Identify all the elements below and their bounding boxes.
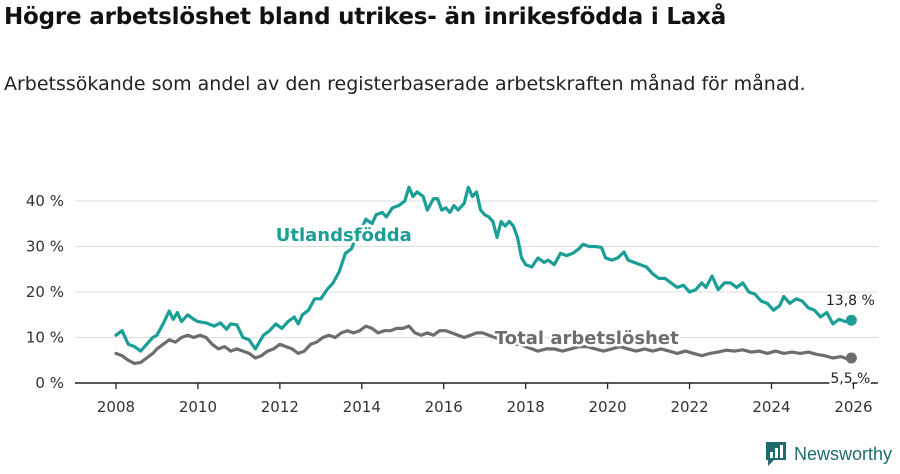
x-tick-label: 2018	[507, 398, 545, 416]
chart-title: Högre arbetslöshet bland utrikes- än inr…	[4, 4, 727, 30]
y-tick-label: 0 %	[35, 374, 64, 392]
series-label-utlandsfodda: Utlandsfödda	[276, 225, 412, 246]
end-label-total: 5,5 %	[830, 371, 870, 387]
x-tick-label: 2016	[425, 398, 463, 416]
chart-subtitle: Arbetssökande som andel av den registerb…	[4, 73, 806, 95]
x-tick-label: 2026	[834, 398, 872, 416]
series-label-total: Total arbetslöshet	[495, 328, 679, 349]
x-tick-label: 2020	[589, 398, 627, 416]
x-tick-label: 2008	[97, 398, 135, 416]
labels-layer: 0 % 10 % 20 % 30 % 40 % 2008 2010 2012 2014 2016 2…	[26, 192, 877, 416]
x-tick-label: 2012	[261, 398, 299, 416]
newsworthy-brand[interactable]: Newsworthy	[764, 440, 892, 468]
y-tick-label: 20 %	[26, 283, 64, 301]
end-label-utlandsfodda: 13,8 %	[826, 293, 875, 309]
x-tick-label: 2022	[670, 398, 708, 416]
series-line-total	[114, 324, 853, 365]
end-point-total	[845, 352, 857, 364]
x-tick-label: 2024	[752, 398, 790, 416]
series-line-utlandsfodda	[114, 185, 853, 353]
y-tick-label: 30 %	[26, 238, 64, 256]
y-tick-label: 10 %	[26, 329, 64, 347]
grid-layer	[75, 200, 878, 389]
brand-name: Newsworthy	[793, 443, 892, 464]
y-tick-label: 40 %	[26, 192, 64, 210]
x-tick-label: 2014	[343, 398, 381, 416]
x-tick-label: 2010	[179, 398, 217, 416]
end-point-utlandsfodda	[845, 314, 857, 326]
lines-layer	[114, 185, 857, 365]
bar-chart-logo-icon	[765, 442, 786, 466]
